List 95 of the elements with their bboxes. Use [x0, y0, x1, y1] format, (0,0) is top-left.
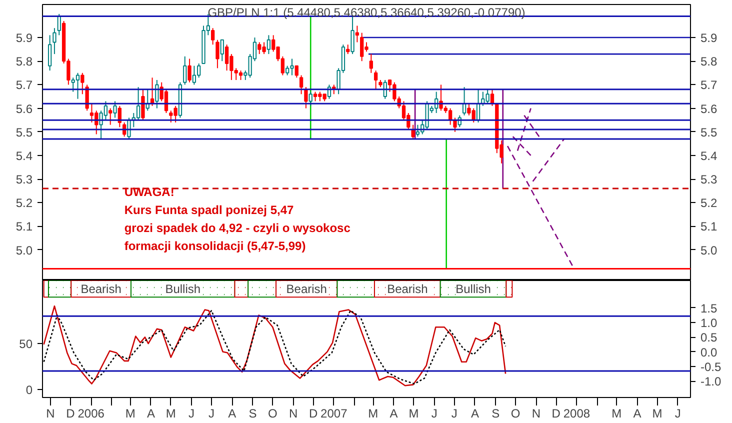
candlestick: [80, 72, 84, 95]
candlestick: [411, 124, 415, 140]
y2-tick-label: 5.4: [700, 148, 718, 163]
x-tick-label: M: [612, 406, 622, 420]
y-tick-label: 5.9: [16, 31, 33, 46]
band-label: Bearish: [80, 282, 122, 296]
x-tick-label: A: [633, 406, 642, 420]
y-tick-label: 5.1: [16, 220, 33, 234]
y2-tick-label: 5.2: [700, 196, 718, 210]
y-tick-label: 0: [26, 382, 33, 397]
y2-tick-label: 0.5: [700, 330, 718, 345]
x-tick-label: M: [652, 406, 662, 420]
candlestick: [374, 70, 378, 90]
y2-tick-label: 5.5: [700, 125, 718, 140]
candlestick: [76, 72, 80, 100]
x-tick-label: N: [46, 406, 55, 420]
y2-tick-label: -1.0: [700, 374, 722, 389]
x-tick-label: N: [532, 406, 540, 420]
y-tick-label: 5.4: [16, 148, 33, 163]
y2-tick-label: 5.8: [700, 54, 718, 69]
candlestick: [304, 86, 308, 109]
x-tick-label: O: [510, 406, 520, 420]
x-tick-label: A: [470, 406, 479, 420]
annotation: grozi spadek do 4,92 - czyli o wysokosc: [124, 221, 351, 236]
y2-tick-label: -0.5: [700, 360, 722, 374]
y-tick-label: 5.7: [16, 78, 33, 92]
candlestick: [355, 25, 360, 43]
x-tick-label: J: [431, 406, 438, 420]
candlestick: [369, 54, 373, 74]
x-tick-label: J: [208, 406, 214, 420]
x-tick-label: J: [674, 406, 681, 420]
x-tick-label: D: [66, 406, 76, 420]
x-tick-label: 2006: [78, 406, 105, 420]
x-tick-label: D: [552, 406, 561, 420]
band-label: Bearish: [387, 282, 428, 296]
band-label: Bearish: [286, 282, 327, 296]
x-tick-label: 2007: [320, 406, 348, 420]
candlestick: [113, 100, 117, 118]
x-tick-label: 2008: [563, 406, 590, 420]
y2-tick-label: 0.0: [700, 345, 718, 360]
annotation: UWAGA!: [124, 185, 174, 200]
candlestick: [216, 39, 220, 69]
candlestick: [308, 91, 312, 106]
candlestick: [48, 34, 52, 72]
candlestick: [141, 88, 145, 121]
candlestick: [238, 70, 243, 80]
y-tick-label: 5.0: [16, 243, 33, 258]
y2-tick-label: 5.1: [700, 220, 718, 234]
candlestick: [155, 79, 159, 109]
candlestick: [346, 44, 350, 55]
x-tick-label: M: [368, 406, 378, 420]
x-tick-label: A: [146, 406, 155, 420]
y2-tick-label: 5.7: [700, 78, 718, 92]
x-tick-label: S: [492, 406, 500, 420]
candlestick: [183, 56, 187, 86]
y2-tick-label: 5.9: [700, 31, 718, 46]
y-tick-label: 5.8: [16, 54, 33, 69]
y2-tick-label: 1.5: [700, 301, 718, 316]
x-tick-label: M: [125, 406, 136, 420]
annotation: Kurs Funta spadl ponizej 5,47: [124, 203, 294, 218]
candlestick: [266, 34, 271, 55]
x-tick-label: A: [228, 406, 236, 420]
y-tick-label: 5.5: [16, 125, 33, 140]
y-tick-label: 5.3: [16, 172, 33, 187]
band-label: Bullish: [456, 282, 491, 296]
y2-tick-label: 5.6: [700, 102, 718, 116]
candlestick: [52, 28, 56, 55]
y-tick-label: 5.2: [16, 196, 33, 210]
candlestick: [210, 28, 215, 46]
candlestick: [453, 117, 457, 132]
x-tick-label: M: [408, 406, 419, 420]
y2-tick-label: 5.3: [700, 172, 718, 187]
annotation: formacji konsolidacji (5,47-5,99): [124, 239, 306, 254]
candlestick: [90, 103, 94, 123]
y2-tick-label: 5.0: [700, 243, 718, 258]
candlestick: [192, 65, 196, 86]
x-tick-label: S: [248, 406, 257, 420]
band-label: Bullish: [165, 282, 201, 296]
candlestick: [136, 86, 140, 121]
x-tick-label: N: [288, 406, 298, 420]
candlestick: [188, 58, 192, 83]
y2-tick-label: 1.0: [700, 316, 718, 330]
x-tick-label: A: [390, 406, 398, 420]
y-tick-label: 50: [19, 337, 33, 352]
x-tick-label: J: [451, 406, 458, 420]
y-tick-label: 5.6: [16, 102, 33, 116]
candlestick: [220, 39, 224, 62]
x-tick-label: O: [268, 406, 278, 420]
candlestick: [294, 65, 298, 78]
candlestick: [416, 124, 420, 138]
x-tick-label: M: [166, 406, 176, 420]
candlestick: [108, 108, 112, 126]
x-tick-label: J: [188, 406, 195, 420]
candlestick: [299, 74, 304, 95]
x-tick-label: D: [308, 406, 318, 420]
